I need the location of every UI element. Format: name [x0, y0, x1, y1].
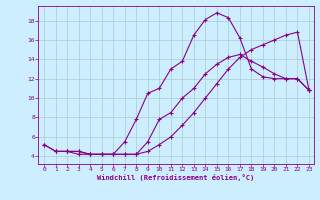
X-axis label: Windchill (Refroidissement éolien,°C): Windchill (Refroidissement éolien,°C) [97, 174, 255, 181]
